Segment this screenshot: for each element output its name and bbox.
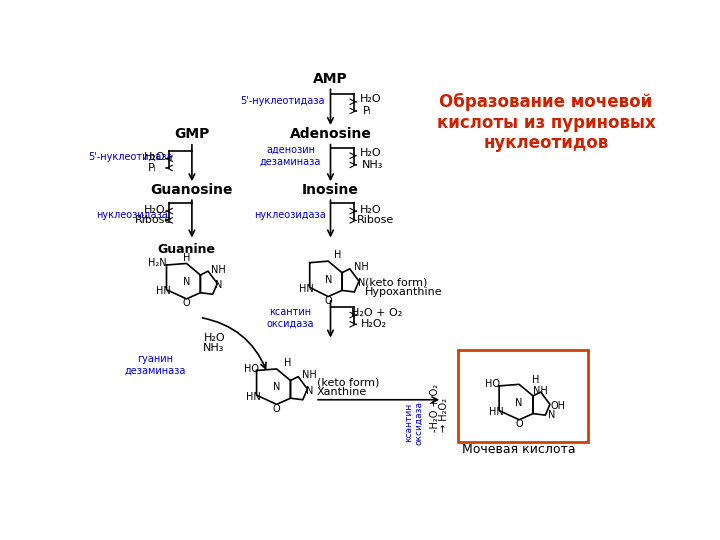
Text: GMP: GMP [174,127,210,141]
Text: нуклеозидаза: нуклеозидаза [255,210,326,220]
Text: Guanosine: Guanosine [150,183,233,197]
Text: Ribose: Ribose [356,215,394,225]
Text: H: H [183,253,190,263]
Text: Pᵢ: Pᵢ [363,106,372,116]
Text: AMP: AMP [313,72,348,86]
Text: H: H [334,250,341,260]
Text: N: N [215,280,222,290]
Text: -H₂O + O₂: -H₂O + O₂ [431,383,440,431]
Text: N: N [548,410,555,420]
Text: N: N [516,398,523,408]
Text: N: N [273,382,280,393]
Text: O: O [183,299,190,308]
Text: H₂O: H₂O [360,94,382,104]
Text: N: N [325,275,332,285]
Text: NH₃: NH₃ [362,160,384,170]
Text: HO: HO [245,364,259,374]
Text: NH: NH [212,265,226,275]
Text: H₂O: H₂O [144,205,166,214]
Text: Мочевая кислота: Мочевая кислота [462,443,576,456]
Text: NH: NH [534,386,548,395]
Text: O: O [273,404,280,414]
Text: 5'-нуклеотидаза: 5'-нуклеотидаза [240,96,325,106]
Text: H: H [284,358,291,368]
Text: H: H [532,375,540,384]
Text: Ribose: Ribose [135,215,172,225]
Text: Adenosine: Adenosine [289,127,372,141]
Text: HN: HN [300,284,314,294]
Text: N: N [358,278,365,288]
Text: ксантин
оксидаза: ксантин оксидаза [266,307,314,328]
Text: аденозин
дезаминаза: аденозин дезаминаза [260,145,321,166]
Text: (keto form): (keto form) [365,278,428,288]
Text: нуклеозидаза: нуклеозидаза [96,210,168,220]
Text: H₂O: H₂O [204,333,226,343]
Text: NH: NH [354,262,369,272]
Text: H₂O: H₂O [144,152,166,162]
Bar [457,350,588,442]
Text: H₂O: H₂O [360,148,382,158]
Text: H₂O + O₂: H₂O + O₂ [351,308,402,318]
Text: ксантин
оксидаза: ксантин оксидаза [404,401,423,445]
Text: Xanthine: Xanthine [317,387,367,397]
Text: O: O [516,420,523,429]
Text: Hypoxanthine: Hypoxanthine [365,287,443,297]
Text: Pᵢ: Pᵢ [148,163,156,173]
Text: H₂O: H₂O [360,205,382,214]
Text: Inosine: Inosine [302,183,359,197]
Text: Образование мочевой
кислоты из пуриновых
нуклеотидов: Образование мочевой кислоты из пуриновых… [437,93,655,152]
Text: N: N [306,386,313,395]
Text: гуанин
дезаминаза: гуанин дезаминаза [125,354,186,376]
Text: HN: HN [489,407,503,417]
Text: H₂N: H₂N [148,259,166,268]
Text: → H₂O₂: → H₂O₂ [439,398,449,432]
Text: O: O [325,296,332,306]
Text: NH: NH [302,370,317,380]
Text: HO: HO [485,379,500,389]
Text: HN: HN [246,392,261,402]
Text: NH₃: NH₃ [203,343,224,353]
Text: (keto form): (keto form) [317,378,379,388]
Text: 5'-нуклеотидаза: 5'-нуклеотидаза [88,152,173,162]
Text: Guanine: Guanine [158,243,215,256]
Text: OH: OH [550,401,565,411]
Text: H₂O₂: H₂O₂ [361,319,387,329]
Text: N: N [183,277,190,287]
Text: HN: HN [156,286,171,296]
